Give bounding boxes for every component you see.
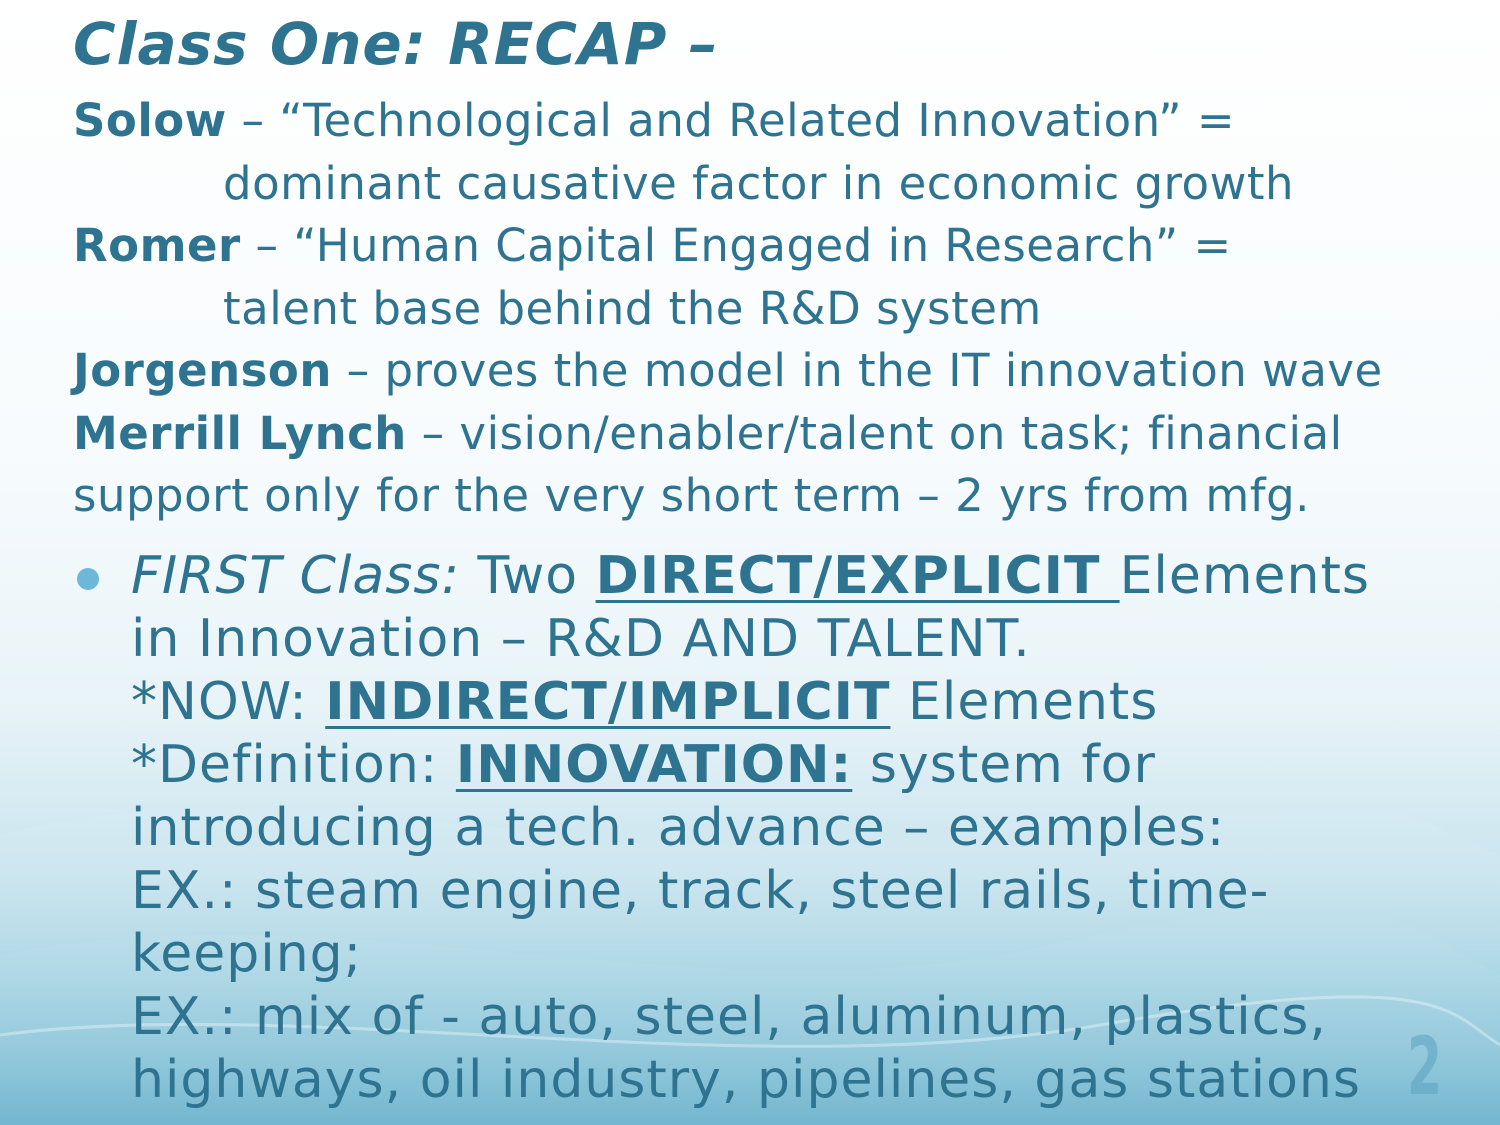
bullet-line-1: FIRST Class: Two DIRECT/EXPLICIT Element… <box>131 545 1373 608</box>
jorgenson-name: Jorgenson <box>73 344 332 397</box>
direct-explicit-term: DIRECT/EXPLICIT <box>595 546 1120 606</box>
bullet-line-9: highways, oil industry, pipelines, gas s… <box>131 1050 1361 1110</box>
merrill-name: Merrill Lynch <box>73 406 407 460</box>
recap-romer: Romer – “Human Capital Engaged in Resear… <box>73 215 1473 278</box>
bullet-dot-icon <box>77 568 99 590</box>
romer-text: – “Human Capital Engaged in Research” = <box>240 219 1232 272</box>
bullet-line-5: introducing a tech. advance – examples: <box>131 798 1226 858</box>
bullet-item: FIRST Class: Two DIRECT/EXPLICIT Element… <box>73 545 1373 1112</box>
definition-prefix: *Definition: <box>131 735 456 795</box>
page-number: 2 <box>1406 1020 1442 1113</box>
solow-text: – “Technological and Related Innovation”… <box>226 94 1236 147</box>
recap-jorgenson: Jorgenson – proves the model in the IT i… <box>73 340 1473 403</box>
innovation-term: INNOVATION: <box>455 735 853 795</box>
merrill-text: – vision/enabler/talent on task; financi… <box>406 406 1343 460</box>
recap-block: Solow – “Technological and Related Innov… <box>73 90 1473 528</box>
definition-text: system for <box>852 735 1156 795</box>
bullet-line-4: *Definition: INNOVATION: system for <box>131 734 1373 797</box>
bullet-line-6: EX.: steam engine, track, steel rails, t… <box>131 861 1270 921</box>
solow-name: Solow <box>73 94 227 147</box>
bullet-text: FIRST Class: Two DIRECT/EXPLICIT Element… <box>131 545 1373 1112</box>
jorgenson-text: – proves the model in the IT innovation … <box>331 344 1383 397</box>
bullet-line-3: *NOW: INDIRECT/IMPLICIT Elements <box>131 671 1373 734</box>
first-class-label: FIRST Class: <box>131 546 461 606</box>
recap-romer-cont: talent base behind the R&D system <box>223 281 1042 335</box>
recap-merrill: Merrill Lynch – vision/enabler/talent on… <box>73 403 1473 466</box>
elements-2: Elements <box>890 672 1159 732</box>
first-class-text: Two <box>460 546 596 606</box>
bullet-line-8: EX.: mix of - auto, steel, aluminum, pla… <box>131 987 1327 1047</box>
recap-solow-cont: dominant causative factor in economic gr… <box>223 156 1295 210</box>
background-wave <box>0 792 1500 1125</box>
bullet-line-2: in Innovation – R&D AND TALENT. <box>131 609 1031 669</box>
recap-solow: Solow – “Technological and Related Innov… <box>73 90 1473 153</box>
recap-merrill-cont: support only for the very short term – 2… <box>73 469 1310 522</box>
now-prefix: *NOW: <box>131 672 326 732</box>
indirect-implicit-term: INDIRECT/IMPLICIT <box>325 672 891 732</box>
bullet-line-7: keeping; <box>131 924 363 984</box>
elements-1: Elements <box>1119 546 1370 606</box>
slide-title: Class One: RECAP – <box>73 10 719 78</box>
romer-name: Romer <box>73 219 241 272</box>
